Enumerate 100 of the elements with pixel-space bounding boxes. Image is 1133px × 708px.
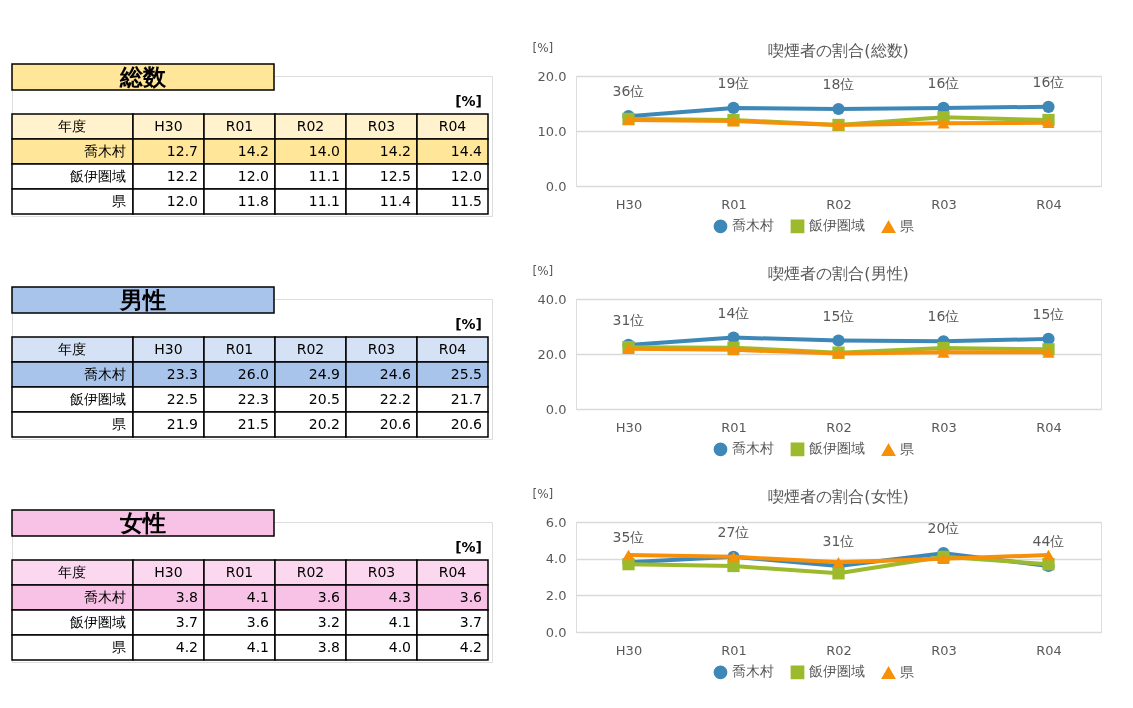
text: [%] [455,93,482,109]
text: 女性 [119,510,166,536]
data-label: 23.3 [166,365,198,382]
data-label: 22.3 [237,390,269,407]
x-tick-label: R03 [931,642,957,658]
category-label: R01 [225,340,254,357]
series-label: 飯伊圏域 [70,390,126,407]
category-label: R03 [367,563,396,580]
y-tick-label: 2.0 [545,587,567,603]
data-label: 12.2 [166,167,198,184]
data-label: 11.1 [308,167,340,184]
y-tick-label: 6.0 [545,514,567,530]
data-label: 20.6 [450,415,483,432]
category-label: R01 [225,117,254,134]
y-tick-label: 40.0 [537,291,567,307]
legend-label: 飯伊圏域 [808,217,865,234]
point [1042,100,1055,113]
legend-label: 飯伊圏域 [808,663,865,680]
point [622,549,635,561]
series-label: 喬木村 [84,588,126,605]
y-tick-label: 4.0 [545,551,567,567]
x-tick-label: R01 [721,419,747,435]
data-label: 4.2 [175,638,198,655]
y-tick-label: 0.0 [545,401,567,417]
point [1042,117,1055,129]
data-label: 12.0 [237,167,269,184]
legend-label: 喬木村 [731,440,774,457]
annotation: 27位 [717,523,750,540]
data-label: 4.1 [246,588,269,605]
data-label: 14.2 [237,142,269,159]
data-label: 26.0 [237,365,269,382]
data-label: 21.9 [166,415,198,432]
chart-title: 喫煙者の割合(女性) [768,487,909,506]
data-label: 4.0 [388,638,411,655]
series-label: 飯伊圏域 [70,613,126,630]
data-label: 12.0 [166,192,198,209]
annotation: 18位 [822,76,855,92]
y-axis-title: [%] [532,40,554,55]
x-tick-label: R02 [826,419,852,435]
data-label: 22.2 [379,390,411,407]
data-label: 3.6 [317,588,341,605]
series-label: 喬木村 [84,365,126,382]
x-tick-label: H30 [615,419,643,435]
data-label: 3.8 [175,588,198,605]
chart-title: 喫煙者の割合(総数) [768,41,909,60]
category-label: H30 [154,340,183,357]
y-axis-title: [%] [532,263,554,278]
data-label: 11.8 [237,192,269,209]
x-tick-label: R01 [721,642,747,658]
legend-label: 飯伊圏域 [808,440,865,457]
data-label: 14.0 [308,142,340,159]
chart-title: 喫煙者の割合(男性) [768,264,909,283]
y-tick-label: 0.0 [545,624,567,640]
series-label: 喬木村 [84,142,126,159]
data-label: 4.1 [388,613,411,630]
data-label: 14.2 [379,142,411,159]
x-tick-label: R02 [826,642,852,658]
data-label: 12.5 [379,167,411,184]
text: 男性 [119,287,166,313]
y-tick-label: 10.0 [537,123,567,139]
data-label: 22.5 [166,390,198,407]
data-label: 21.7 [450,390,482,407]
text: [%] [455,539,482,555]
x-tick-label: H30 [615,642,643,658]
data-label: 11.1 [308,192,340,209]
y-tick-label: 20.0 [537,346,567,362]
category-label: H30 [154,563,183,580]
x-tick-label: R01 [721,196,747,212]
data-label: 12.7 [166,142,198,159]
x-tick-label: R02 [826,196,852,212]
category-label: H30 [154,117,183,134]
category-label: R03 [367,117,396,134]
annotation: 15位 [1032,305,1065,322]
annotation: 16位 [927,308,960,325]
series-label: 飯伊圏域 [70,167,126,184]
annotation: 35位 [612,529,645,546]
text: [%] [455,316,482,332]
point [832,334,845,347]
x-tick-label: R04 [1036,196,1062,212]
category-label: R02 [296,117,325,134]
annotation: 31位 [822,533,855,549]
legend-label: 喬木村 [731,217,774,234]
legend-label: 喬木村 [731,663,774,680]
annotation: 16位 [927,74,960,91]
category-label: R04 [438,563,467,580]
annotation: 16位 [1032,73,1065,90]
y-axis-title: [%] [532,486,554,501]
point [832,567,845,580]
data-label: 4.2 [459,638,482,655]
point [937,347,950,358]
category-label: R02 [296,563,325,580]
data-label: 3.6 [459,588,483,605]
legend-label: 県 [899,217,914,234]
point [1042,347,1055,358]
legend-label: 県 [899,440,914,457]
data-label: 20.2 [308,415,340,432]
data-label: 20.5 [308,390,340,407]
point [937,118,950,129]
data-label: 4.3 [388,588,411,605]
data-label: 3.8 [317,638,340,655]
